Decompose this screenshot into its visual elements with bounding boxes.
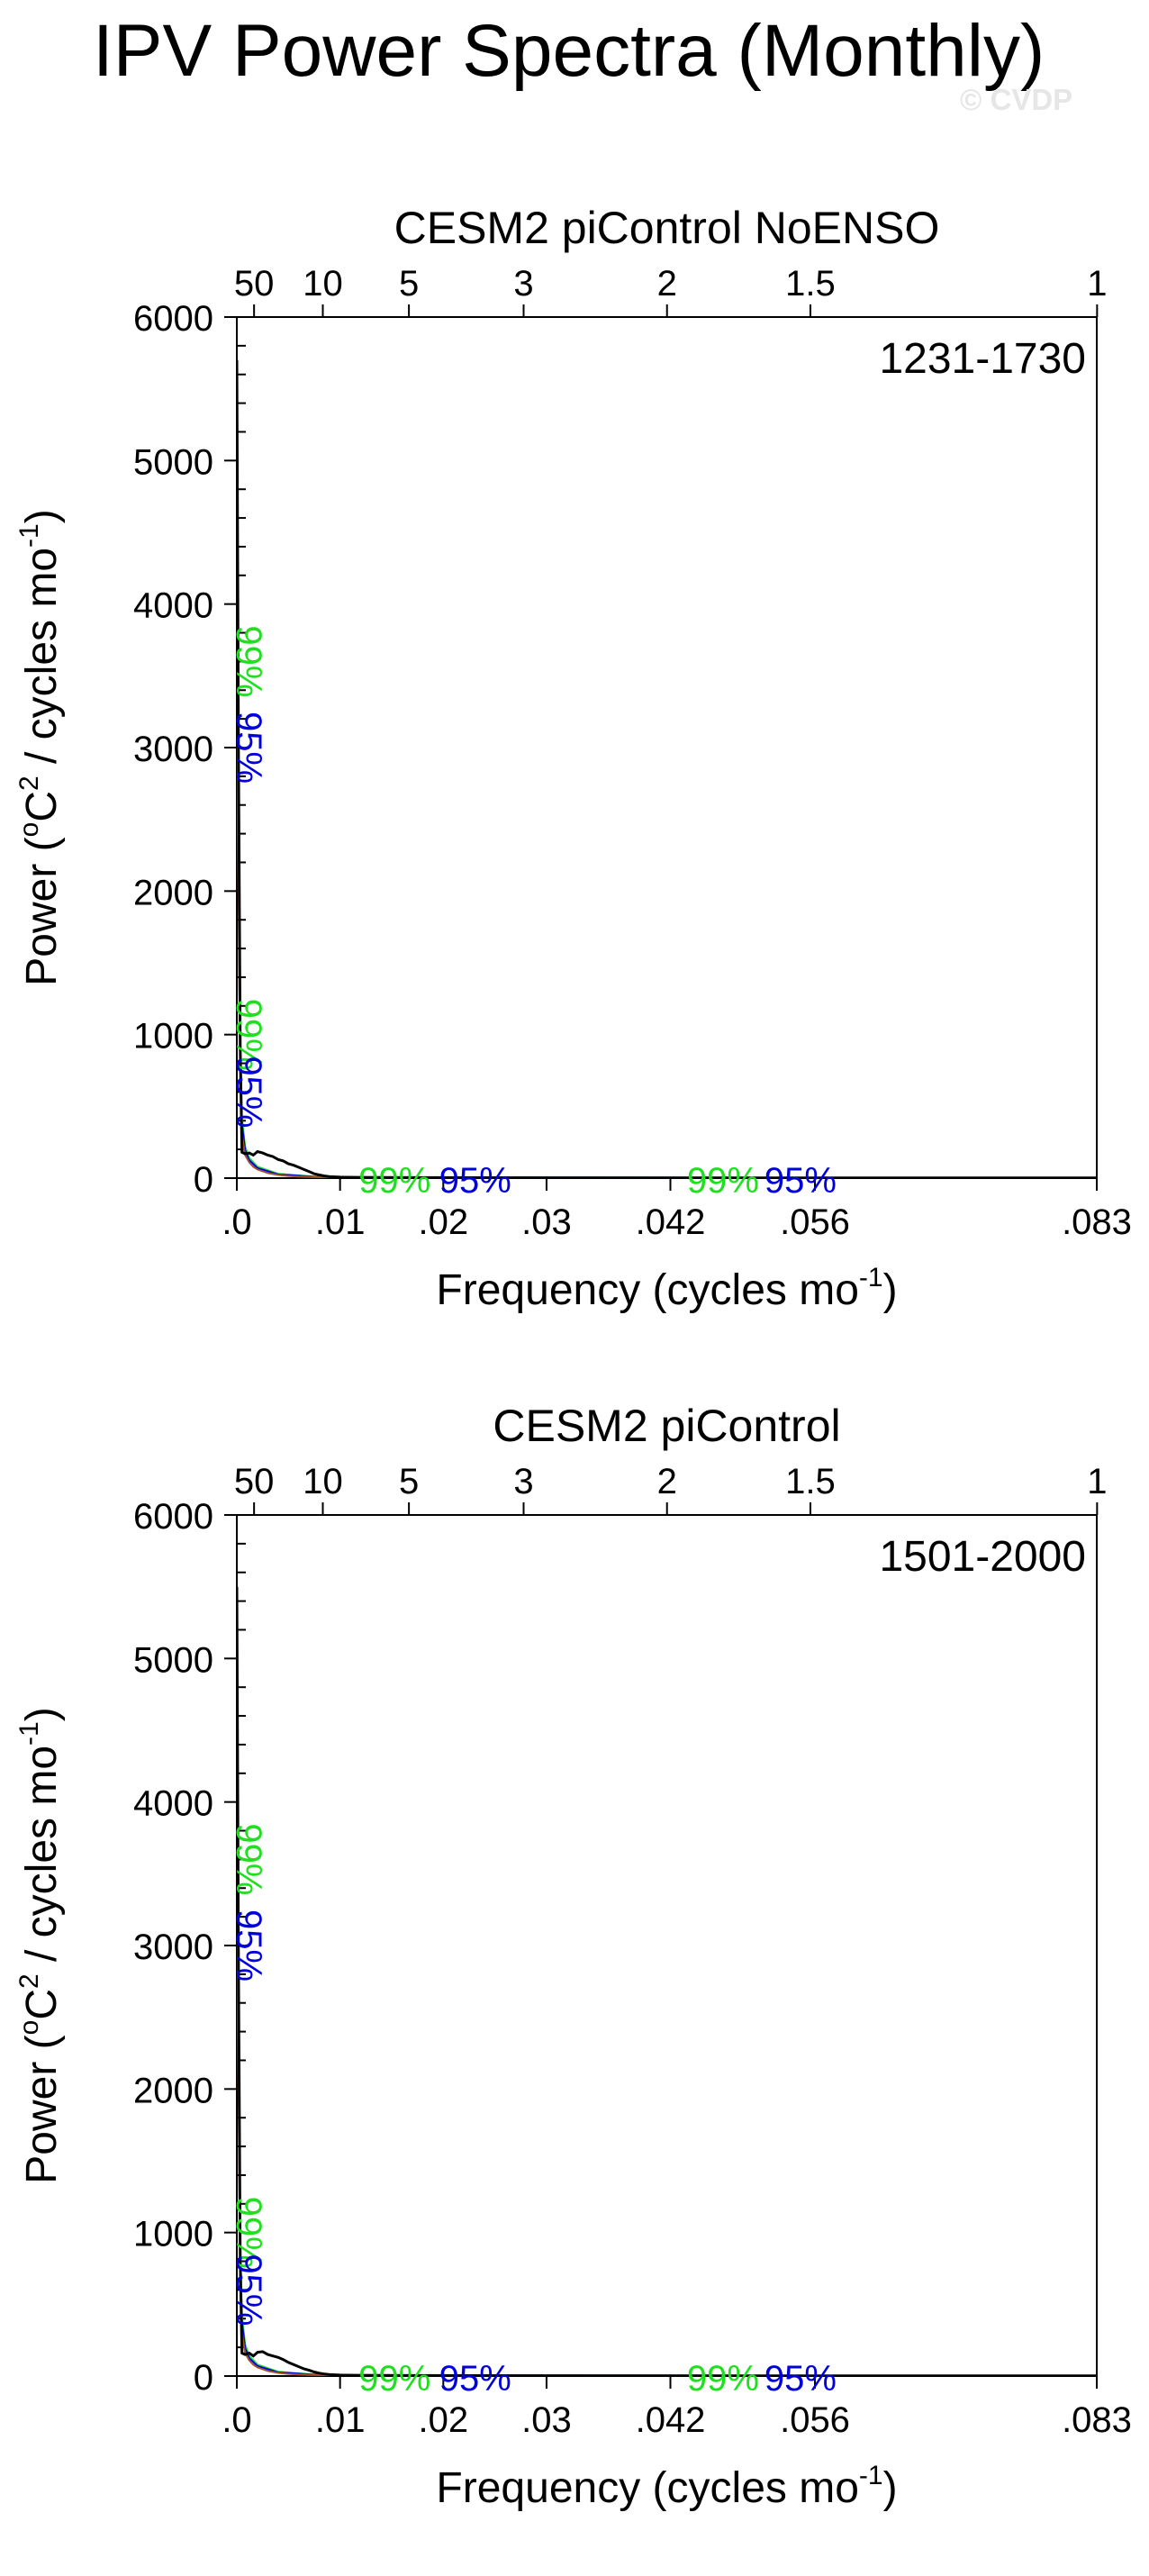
period-label: 1501-2000 <box>879 1533 1086 1581</box>
significance-label: 95% <box>764 2359 837 2399</box>
page-title: IPV Power Spectra (Monthly) <box>93 10 1045 92</box>
y-tick-label: 2000 <box>133 873 213 912</box>
y-tick-label: 6000 <box>133 299 213 339</box>
series-sig95-line <box>237 1888 1097 2376</box>
top-tick-label: 5 <box>399 264 419 304</box>
series-sig99-line <box>237 1830 1097 2376</box>
y-tick-label: 5000 <box>133 442 213 482</box>
x-tick-label: .056 <box>780 1202 850 1242</box>
y-tick-label: 5000 <box>133 1640 213 1680</box>
significance-label: 95% <box>439 1161 511 1201</box>
significance-label: 95% <box>229 1909 268 1982</box>
significance-label: 95% <box>439 2359 511 2399</box>
series-sig95-line <box>237 690 1097 1178</box>
plot-frame <box>236 316 1098 1179</box>
x-tick-label: .0 <box>222 1202 251 1242</box>
y-axis-label: Power (oC2 / cycles mo-1) <box>14 509 66 985</box>
top-tick-label: 3 <box>513 1462 533 1501</box>
significance-label: 95% <box>229 712 268 784</box>
series-spectrum-line <box>237 1586 1097 2376</box>
top-tick-label: 10 <box>303 1462 343 1501</box>
cvdp-watermark: © CVDP <box>960 83 1073 116</box>
y-tick-label: 1000 <box>133 2215 213 2254</box>
x-tick-label: .03 <box>521 2400 572 2440</box>
y-tick-label: 0 <box>194 2358 213 2398</box>
spectrum-panel-2: CESM2 piControl 0 1000 2000 3000 4000 5000 6000… <box>14 1401 1132 2512</box>
x-tick-label: .02 <box>418 1202 468 1242</box>
y-tick-label: 6000 <box>133 1497 213 1537</box>
significance-label: 99% <box>229 1823 268 1895</box>
significance-label: 99% <box>229 2197 268 2269</box>
y-tick-label: 0 <box>194 1160 213 1200</box>
significance-label: 99% <box>687 2359 759 2399</box>
top-tick-label: 1.5 <box>785 1462 836 1501</box>
y-axis-label: Power (oC2 / cycles mo-1) <box>14 1707 66 2183</box>
top-tick-label: 1.5 <box>785 264 836 304</box>
x-tick-label: .042 <box>636 1202 706 1242</box>
significance-label: 95% <box>229 2254 268 2326</box>
top-tick-label: 2 <box>657 1462 677 1501</box>
y-tick-label: 3000 <box>133 1927 213 1967</box>
panel-title: CESM2 piControl <box>493 1401 840 1451</box>
y-tick-label: 4000 <box>133 1784 213 1824</box>
significance-label: 99% <box>687 1161 759 1201</box>
x-tick-label: .01 <box>315 1202 366 1242</box>
y-tick-label: 4000 <box>133 586 213 626</box>
significance-label: 95% <box>229 1056 268 1128</box>
top-tick-label: 2 <box>657 264 677 304</box>
top-tick-label: 10 <box>303 264 343 304</box>
x-axis-label: Frequency (cycles mo-1) <box>436 2461 897 2512</box>
series-red-noise-line <box>237 1945 1097 2376</box>
spectrum-panel-1: CESM2 piControl NoENSO 0 1000 2000 3000 4000 5… <box>14 203 1132 1314</box>
top-tick-label: 3 <box>513 264 533 304</box>
series-red-noise-line <box>237 747 1097 1178</box>
x-tick-label: .0 <box>222 2400 251 2440</box>
x-tick-label: .083 <box>1062 1202 1132 1242</box>
y-tick-label: 1000 <box>133 1017 213 1057</box>
x-tick-label: .056 <box>780 2400 850 2440</box>
significance-label: 99% <box>358 1161 430 1201</box>
y-tick-label: 3000 <box>133 730 213 769</box>
period-label: 1231-1730 <box>879 335 1086 383</box>
x-tick-label: .01 <box>315 2400 366 2440</box>
x-tick-label: .042 <box>636 2400 706 2440</box>
series-sig99-line <box>237 632 1097 1178</box>
significance-label: 99% <box>229 625 268 697</box>
plot-frame <box>236 1514 1098 2377</box>
top-tick-label: 50 <box>234 1462 275 1501</box>
x-tick-label: .03 <box>521 1202 572 1242</box>
top-tick-label: 5 <box>399 1462 419 1501</box>
significance-label: 99% <box>358 2359 430 2399</box>
x-tick-label: .083 <box>1062 2400 1132 2440</box>
top-tick-label: 50 <box>234 264 275 304</box>
series-spectrum-line <box>237 359 1097 1178</box>
significance-label: 95% <box>764 1161 837 1201</box>
x-axis-label: Frequency (cycles mo-1) <box>436 1263 897 1314</box>
x-tick-label: .02 <box>418 2400 468 2440</box>
panel-title: CESM2 piControl NoENSO <box>394 203 940 253</box>
y-tick-label: 2000 <box>133 2071 213 2110</box>
top-tick-label: 1 <box>1087 264 1107 304</box>
significance-label: 99% <box>229 999 268 1071</box>
top-tick-label: 1 <box>1087 1462 1107 1501</box>
